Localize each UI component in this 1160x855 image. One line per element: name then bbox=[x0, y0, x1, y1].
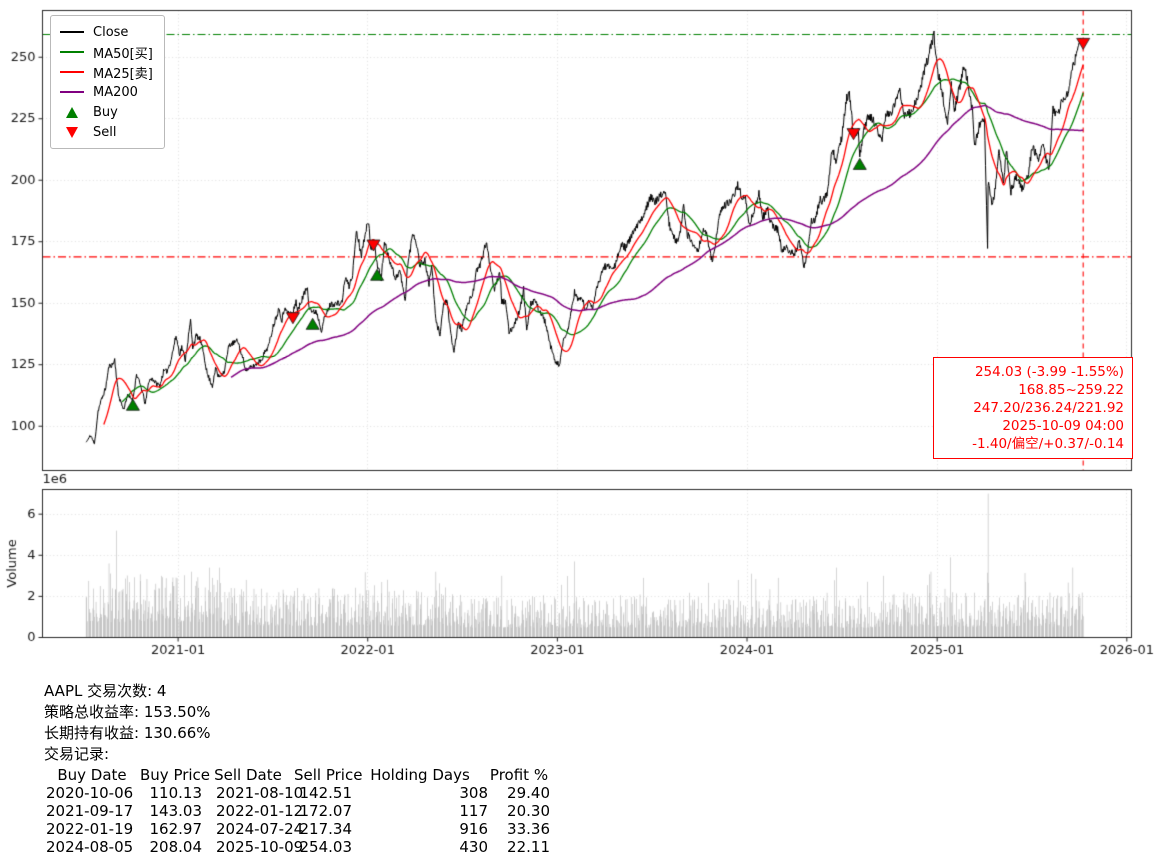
stats-records-title: 交易记录: bbox=[44, 745, 110, 763]
price-info-box: 254.03 (-3.99 -1.55%) 168.85~259.22 247.… bbox=[933, 357, 1133, 459]
legend-item-buy: Buy bbox=[60, 102, 153, 122]
ma200-line-swatch bbox=[60, 91, 84, 93]
ma50-line-swatch bbox=[60, 51, 84, 53]
trades-table: Buy Date Buy Price Sell Date Sell Price … bbox=[44, 766, 550, 855]
legend-label-ma200: MA200 bbox=[93, 84, 138, 100]
info-range: 168.85~259.22 bbox=[1018, 382, 1124, 398]
info-bias: -1.40/偏空/+0.37/-0.14 bbox=[972, 436, 1124, 452]
header-buy-price: Buy Price bbox=[140, 766, 211, 784]
stats-block: AAPL 交易次数: 4 策略总收益率: 153.50% 长期持有收益: 130… bbox=[44, 681, 550, 855]
price-volume-chart-canvas bbox=[0, 0, 1160, 662]
info-ma-values: 247.20/236.24/221.92 bbox=[973, 400, 1124, 416]
legend-item-ma200: MA200 bbox=[60, 82, 153, 102]
legend-label-ma25: MA25[卖] bbox=[93, 66, 153, 82]
legend-item-ma50: MA50[买] bbox=[60, 42, 153, 62]
legend-label-ma50: MA50[买] bbox=[93, 46, 153, 62]
trade-row: 2020-10-06 110.13 2021-08-10 142.51 308 … bbox=[46, 784, 550, 802]
legend-label-close: Close bbox=[93, 24, 129, 40]
info-timestamp: 2025-10-09 04:00 bbox=[1002, 418, 1124, 434]
stats-strategy-return: 策略总收益率: 153.50% bbox=[44, 703, 211, 721]
trade-row: 2021-09-17 143.03 2022-01-12 172.07 117 … bbox=[46, 802, 550, 820]
ma25-line-swatch bbox=[60, 71, 84, 73]
legend: Close MA50[买] MA25[卖] MA200 Buy Sell bbox=[50, 15, 165, 149]
legend-item-sell: Sell bbox=[60, 122, 153, 142]
header-sell-price: Sell Price bbox=[294, 766, 363, 784]
close-line-swatch bbox=[60, 31, 84, 33]
buy-marker-icon bbox=[60, 106, 84, 118]
legend-item-ma25: MA25[卖] bbox=[60, 62, 153, 82]
sell-marker-icon bbox=[60, 126, 84, 138]
header-buy-date: Buy Date bbox=[57, 766, 127, 784]
header-profit: Profit % bbox=[489, 766, 549, 784]
info-last-price: 254.03 (-3.99 -1.55%) bbox=[974, 364, 1124, 380]
legend-label-buy: Buy bbox=[93, 104, 118, 120]
header-sell-date: Sell Date bbox=[214, 766, 282, 784]
trade-row: 2024-08-05 208.04 2025-10-09 254.03 430 … bbox=[46, 838, 550, 855]
legend-item-close: Close bbox=[60, 22, 153, 42]
header-holding-days: Holding Days bbox=[370, 766, 470, 784]
trades-table-header: Buy Date Buy Price Sell Date Sell Price … bbox=[44, 766, 550, 784]
trade-row: 2022-01-19 162.97 2024-07-24 217.34 916 … bbox=[46, 820, 550, 838]
legend-label-sell: Sell bbox=[93, 124, 117, 140]
stats-trade-count: AAPL 交易次数: 4 bbox=[44, 682, 167, 700]
stats-hold-return: 长期持有收益: 130.66% bbox=[44, 724, 211, 742]
